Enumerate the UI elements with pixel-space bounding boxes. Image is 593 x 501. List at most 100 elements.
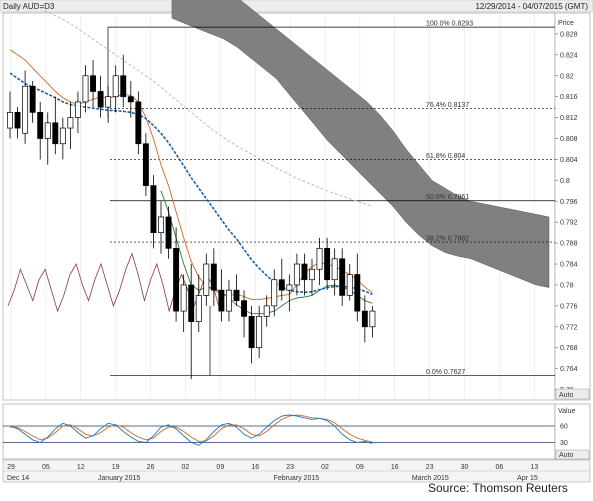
oscillator-scale-auto-button[interactable] (555, 449, 590, 460)
candle-body (74, 101, 81, 118)
candle-body (7, 112, 13, 129)
candle-body (90, 75, 96, 92)
candle (135, 91, 142, 155)
candle-body (263, 305, 270, 317)
candle-body (135, 101, 142, 145)
candle (7, 91, 13, 139)
candle (127, 80, 134, 118)
candle (173, 227, 180, 322)
price-tick-label: 0.828 (560, 31, 578, 38)
oscillator-axis: Value 60 30 (558, 408, 575, 447)
candle-body (316, 247, 323, 270)
price-tick-label: 0.772 (560, 324, 578, 331)
price-tick-label: 0.808 (560, 136, 578, 143)
candle (339, 248, 346, 306)
candle-body (82, 75, 89, 103)
candle-body (180, 284, 187, 312)
candle (233, 274, 240, 306)
oscillator-scale-auto-label: Auto (559, 452, 574, 459)
day-tick-label: 02 (321, 464, 329, 471)
candle (165, 206, 172, 259)
fib-label: 61.8% 0.804 (426, 153, 465, 160)
day-tick-label: 09 (216, 464, 224, 471)
fib-label: 76.4% 0.8137 (426, 102, 469, 109)
fibonacci-levels: 100.0% 0.8293 76.4% 0.8137 61.8% 0.804 50.0… (107, 21, 555, 376)
fib-label: 100.0% 0.8293 (426, 21, 473, 28)
candle-body (241, 300, 247, 317)
candle (346, 264, 353, 301)
price-tick-label: 0.8 (560, 178, 570, 185)
candle (203, 253, 210, 306)
candle-body (97, 91, 104, 108)
day-tick-label: 30 (461, 464, 469, 471)
stochastic-k-line (9, 414, 373, 446)
date-range: 12/29/2014 - 04/07/2015 (GMT) (475, 2, 588, 11)
candle (67, 101, 74, 149)
price-scale-auto-button[interactable] (555, 388, 590, 400)
day-tick-label: 23 (426, 464, 434, 471)
candle (316, 237, 323, 285)
price-tick-label: 0.784 (560, 262, 578, 269)
candle-body (248, 315, 255, 349)
candle (112, 65, 119, 113)
candle (369, 305, 376, 338)
candle (59, 117, 66, 160)
oscillator-axis-label: Value (558, 408, 575, 415)
candle (361, 295, 368, 343)
candle-body (37, 112, 44, 139)
price-tick-label: 0.82 (560, 73, 574, 80)
candle-body (142, 143, 149, 186)
candle-body (369, 310, 376, 328)
candle (97, 75, 104, 118)
day-tick-label: 09 (356, 464, 364, 471)
candle (52, 96, 59, 155)
day-tick-label: 12 (77, 464, 85, 471)
candle-body (188, 284, 195, 322)
month-label: Apr 15 (517, 475, 538, 482)
candle-body (210, 263, 217, 291)
stochastic-oscillator (3, 414, 555, 446)
candle-body (173, 247, 180, 312)
ichimoku-cloud (171, 0, 550, 288)
candle (286, 274, 293, 312)
day-tick-label: 16 (391, 464, 399, 471)
candle-body (127, 96, 134, 103)
candle-body (301, 263, 308, 281)
candle-body (203, 263, 210, 296)
fib-label: 38.2% 0.7882 (426, 236, 469, 243)
candle (195, 274, 202, 333)
candle-body (29, 85, 36, 113)
price-tick-label: 0.776 (560, 303, 578, 310)
price-tick-label: 0.816 (560, 94, 578, 101)
price-axis-label: Price (558, 20, 574, 27)
price-tick-label: 0.804 (560, 157, 578, 164)
fib-label: 0.0% 0.7627 (426, 369, 465, 376)
candle-body (361, 310, 368, 328)
candle-body (195, 295, 202, 322)
candle (22, 70, 29, 144)
source-credit: Source: Thomson Reuters (428, 481, 568, 495)
price-tick-label: 0.768 (560, 345, 578, 352)
candlesticks (7, 54, 376, 380)
candle (37, 101, 44, 160)
month-label: March 2015 (412, 475, 449, 482)
candle (324, 237, 331, 291)
candle (150, 175, 157, 249)
candle-body (120, 75, 127, 98)
candle (105, 86, 112, 123)
ma-grey-line (28, 0, 373, 207)
month-label: January 2015 (98, 475, 141, 482)
day-tick-label: 23 (286, 464, 294, 471)
candle-body (354, 274, 361, 312)
candle (271, 269, 278, 317)
candle (226, 279, 232, 322)
candle-body (14, 112, 21, 129)
candle-body (339, 258, 346, 296)
candle (278, 258, 285, 301)
candle (354, 253, 361, 322)
candle-body (218, 289, 225, 312)
price-tick-label: 0.764 (560, 366, 578, 373)
candle (256, 305, 263, 359)
candle-body (52, 122, 59, 145)
